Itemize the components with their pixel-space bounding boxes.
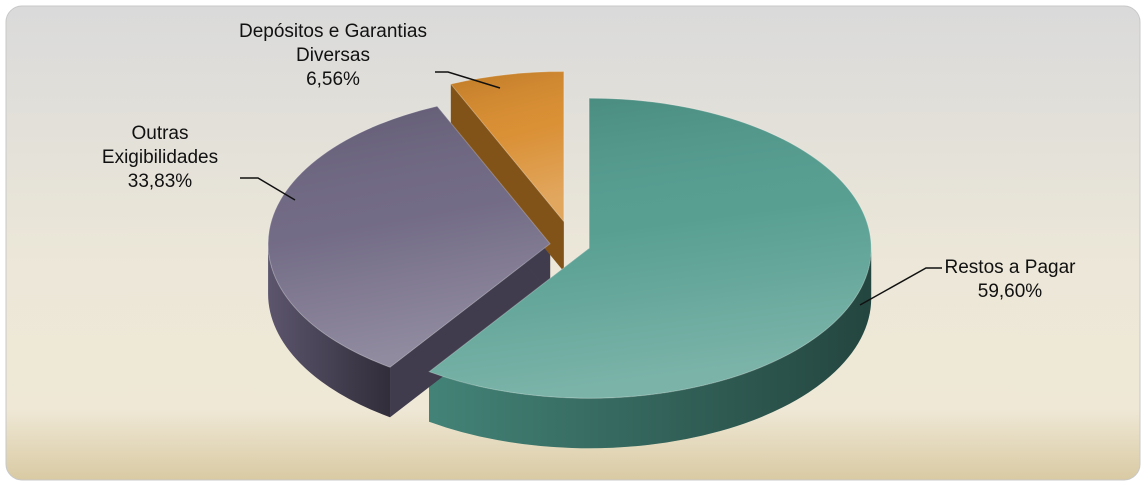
leader-line	[435, 71, 501, 89]
category-label: Depósitos e Garantias Diversas	[239, 21, 427, 66]
data-label: Restos a Pagar 59,60%	[920, 256, 1100, 304]
leader-line	[859, 267, 942, 306]
leader-line	[240, 177, 296, 201]
slice-side-shade	[390, 243, 551, 418]
value-label: 33,83%	[127, 171, 193, 192]
pie-slice-shine	[268, 106, 551, 368]
slice-outer-shade	[429, 248, 872, 449]
slice-outer-shade	[268, 243, 391, 418]
data-label: Outras Exigibilidades 33,83%	[75, 122, 245, 194]
pie-slice-shine	[450, 71, 564, 222]
category-label: Restos a Pagar	[944, 257, 1076, 278]
slice-side	[450, 84, 564, 272]
data-label: Depósitos e Garantias Diversas 6,56%	[238, 20, 428, 92]
category-label: Outras Exigibilidades	[101, 123, 219, 168]
chart-background	[5, 5, 1141, 481]
value-label: 6,56%	[306, 69, 360, 90]
slice-side	[390, 243, 551, 418]
slice-tops	[267, 71, 872, 399]
leader-lines	[240, 71, 942, 306]
value-label: 59,60%	[977, 281, 1043, 302]
slice-side-shade	[450, 84, 564, 272]
pie-slice-shine	[429, 98, 872, 399]
